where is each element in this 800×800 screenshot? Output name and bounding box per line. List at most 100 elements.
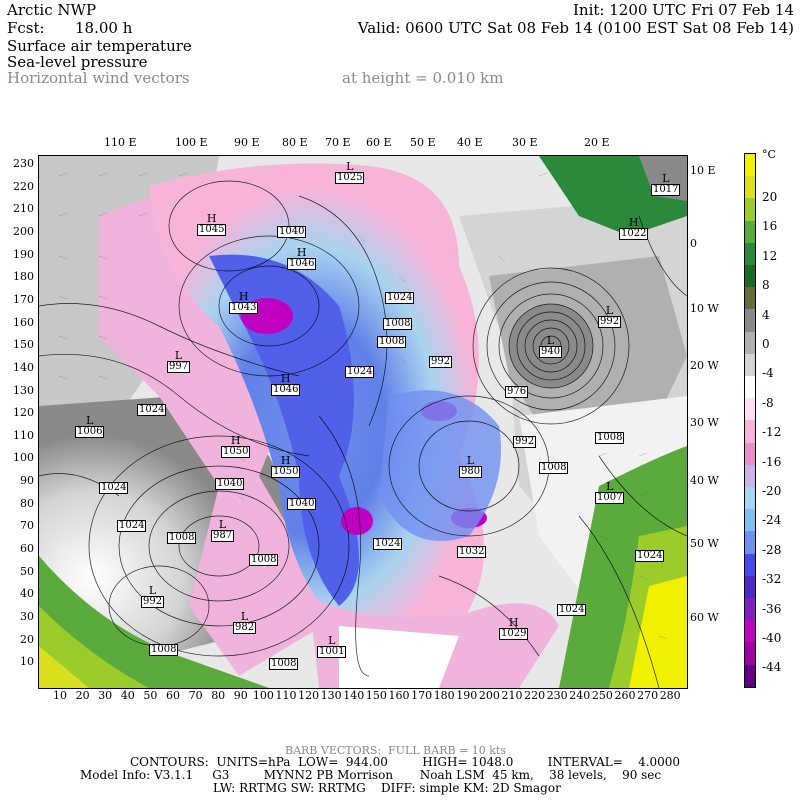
pressure-center-value: 1024	[137, 404, 167, 416]
pressure-center-value: 982	[233, 622, 257, 634]
y-tick-label: 150	[13, 338, 34, 352]
pressure-center-type: H	[238, 290, 249, 303]
lon-label: 100 E	[175, 136, 208, 149]
x-tick-label: 120	[298, 689, 320, 702]
weather-map[interactable]: L 1025 L 1017 H 1045 1040 H 1046 H 1022 H 1043 1024 10…	[38, 155, 688, 689]
x-tick-label: 80	[211, 689, 226, 702]
pressure-center-value: 1007	[595, 492, 625, 504]
pressure-center: L 940	[539, 335, 563, 358]
pressure-center: 1008	[249, 554, 279, 566]
colorbar-label: 8	[762, 278, 770, 293]
temp-region	[341, 507, 373, 535]
pressure-center-value: 1024	[373, 538, 403, 550]
pressure-center: 1024	[385, 292, 415, 304]
colorbar-swatch	[745, 531, 755, 554]
colorbar-swatch	[745, 575, 755, 599]
lat-label: 60 W	[690, 611, 719, 624]
colorbar-swatch	[745, 664, 755, 687]
pressure-center-value: 1025	[335, 172, 365, 184]
pressure-center: 1024	[137, 404, 167, 416]
x-tick-label: 50	[143, 689, 158, 702]
x-tick-label: 20	[75, 689, 90, 702]
y-tick-label: 160	[13, 315, 34, 329]
colorbar-swatch	[745, 620, 755, 643]
pressure-center-value: 1024	[117, 520, 147, 532]
y-tick-label: 130	[13, 383, 34, 397]
temp-region	[209, 254, 359, 607]
pressure-center: 1024	[557, 604, 587, 616]
x-tick-label: 180	[433, 689, 455, 702]
pressure-center: H 1050	[221, 434, 251, 458]
colorbar-swatch	[745, 154, 755, 177]
pressure-center-value: 992	[598, 316, 622, 328]
x-tick-label: 70	[188, 689, 203, 702]
pressure-center: 1008	[539, 462, 569, 474]
colorbar-swatch	[745, 376, 755, 399]
pressure-center-value: 992	[141, 596, 165, 608]
pressure-center-value: 1022	[619, 228, 649, 240]
pressure-center: L 982	[233, 611, 257, 634]
temp-region	[39, 606, 149, 688]
y-tick-label: 230	[13, 157, 34, 170]
colorbar-swatch	[745, 242, 755, 266]
pressure-center: 976	[505, 386, 529, 398]
colorbar-label: -44	[762, 660, 782, 675]
pressure-center: 1008	[149, 644, 179, 656]
model-info: Model Info: V3.1.1 G3 MYNN2 PB Morrison …	[80, 768, 662, 782]
x-tick-label: 190	[456, 689, 478, 702]
pressure-center: L 1007	[595, 481, 625, 504]
pressure-center-type: H	[280, 454, 291, 467]
x-tick-label: 260	[614, 689, 636, 702]
x-tick-label: 200	[478, 689, 500, 702]
x-tick-label: 100	[252, 689, 274, 702]
lat-label: 10 W	[690, 302, 719, 315]
pressure-center-value: 1006	[75, 426, 105, 438]
colorbar-swatch	[745, 331, 755, 354]
colorbar-label: -32	[762, 572, 782, 587]
physics-info: LW: RRTMG SW: RRTMG DIFF: simple KM: 2D …	[213, 781, 561, 795]
lat-label: 20 W	[690, 359, 719, 372]
pressure-center-value: 1008	[167, 532, 197, 544]
forecast-hour: 18.00 h	[75, 19, 133, 37]
colorbar-swatch	[745, 287, 755, 310]
lat-label: 30 W	[690, 416, 719, 429]
pressure-center: L 1001	[317, 634, 347, 658]
contour-info: CONTOURS: UNITS=hPa LOW= 944.00 HIGH= 10…	[130, 755, 681, 769]
pressure-center-type: H	[230, 434, 241, 447]
pressure-center-value: 1001	[317, 646, 347, 658]
x-tick-label: 30	[98, 689, 113, 702]
pressure-center-value: 1032	[457, 546, 487, 558]
colorbar-label: -8	[762, 395, 774, 410]
pressure-center-value: 980	[459, 466, 483, 478]
lon-label: 80 E	[282, 136, 308, 149]
pressure-center: 1024	[99, 482, 129, 494]
pressure-center: 1024	[373, 538, 403, 550]
y-tick-label: 210	[13, 202, 34, 216]
colorbar-label: 20	[762, 190, 778, 204]
x-tick-label: 250	[591, 689, 613, 702]
y-tick-label: 140	[13, 360, 34, 374]
pressure-center-value: 1050	[271, 466, 301, 478]
valid-time: Valid: 0600 UTC Sat 08 Feb 14 (0100 EST …	[357, 19, 794, 37]
pressure-center-value: 1024	[635, 550, 665, 562]
lon-label: 40 E	[457, 136, 483, 149]
pressure-center-value: 1008	[269, 658, 299, 670]
colorbar-swatch	[745, 309, 755, 332]
y-tick-label: 220	[13, 179, 34, 193]
colorbar-swatch	[745, 509, 755, 532]
pressure-center: 1008	[595, 432, 625, 444]
y-tick-label: 180	[13, 270, 34, 284]
pressure-center-type: H	[508, 616, 519, 629]
field-pressure: Sea-level pressure	[7, 53, 148, 71]
pressure-center-type: L	[328, 634, 336, 647]
pressure-center: L 1025	[335, 161, 365, 184]
pressure-center-type: H	[296, 246, 307, 259]
x-tick-label: 270	[637, 689, 659, 702]
y-tick-label: 200	[13, 224, 34, 238]
pressure-center: H 1050	[271, 454, 301, 478]
x-tick-label: 220	[524, 689, 546, 702]
x-tick-label: 170	[411, 689, 433, 702]
pressure-center-type: H	[628, 216, 639, 229]
lon-label: 20 E	[584, 136, 610, 149]
pressure-center-value: 997	[167, 361, 191, 373]
